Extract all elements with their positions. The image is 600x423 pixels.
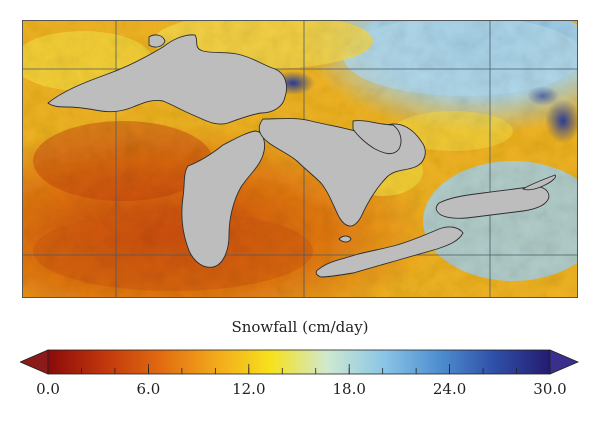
colorbar-tick-label: 24.0: [432, 380, 467, 398]
colorbar-extend-left: [20, 349, 49, 375]
lake-ontario: [435, 186, 550, 219]
map-canvas: [23, 21, 577, 297]
colorbar-tick-label: 6.0: [136, 380, 161, 398]
lake-erie: [315, 226, 464, 278]
colorbar-tick-label: 30.0: [533, 380, 567, 398]
colorbar-ramp: [47, 349, 551, 375]
lake-st-clair: [338, 235, 352, 243]
colorbar-extend-right: [549, 349, 580, 375]
st-lawrence: [521, 174, 556, 191]
lake-nipigon: [148, 34, 166, 48]
georgian-bay: [352, 120, 402, 155]
colorbar-tick-label: 0.0: [36, 380, 60, 398]
colorbar: [20, 349, 580, 375]
lake-superior: [47, 34, 287, 125]
lake-michigan: [181, 130, 266, 268]
colorbar-ticks: [47, 364, 551, 374]
great-lakes: [47, 34, 556, 278]
colorbar-title: Snowfall (cm/day): [231, 318, 369, 336]
colorbar-tick-label: 18.0: [332, 380, 366, 398]
colorbar-tick-label: 12.0: [232, 380, 266, 398]
snowfall-map: [22, 20, 578, 298]
